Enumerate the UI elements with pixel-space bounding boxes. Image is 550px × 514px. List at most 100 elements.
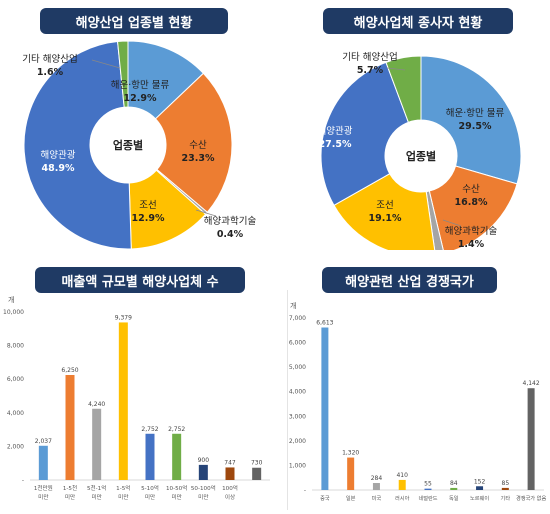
- x-tick-label: 독일: [449, 494, 459, 502]
- bar: [38, 445, 48, 480]
- pie-slice: [428, 165, 518, 250]
- bar: [145, 433, 155, 480]
- bar: [198, 464, 208, 480]
- slice-value-label: 1.4%: [458, 239, 485, 250]
- bar-value-label: 55: [424, 481, 432, 488]
- x-tick-label: 5천-1억: [87, 484, 106, 492]
- y-tick-label: 1,000: [289, 462, 306, 469]
- x-tick-label: 미만: [172, 493, 182, 501]
- bar-value-label: 84: [450, 480, 458, 487]
- bar: [252, 467, 262, 480]
- bar-value-label: 4,240: [88, 401, 105, 408]
- slice-value-label: 0.4%: [217, 229, 244, 240]
- x-tick-label: 미국: [372, 494, 382, 502]
- slice-value-label: 27.5%: [319, 139, 352, 150]
- bar-value-label: 284: [371, 475, 383, 482]
- slice-value-label: 29.5%: [459, 121, 492, 132]
- bar-value-label: 6,613: [316, 320, 333, 327]
- pie-slice: [154, 72, 233, 213]
- donut-hole: [386, 121, 456, 191]
- x-tick-label: 미만: [92, 493, 102, 501]
- leader-line: [195, 209, 217, 217]
- x-tick-label: 경쟁국가 없음: [516, 494, 547, 502]
- bar: [424, 488, 432, 490]
- x-tick-label: 10-50억: [166, 484, 187, 492]
- x-tick-label: 50-100억: [191, 484, 216, 492]
- slice-label: 해양관광: [318, 125, 353, 137]
- center-label: 업종별: [406, 150, 436, 163]
- x-tick-label: 1-5억: [116, 484, 130, 492]
- center-label: 업종별: [113, 139, 143, 152]
- slice-label: 해운·항만 물류: [446, 107, 505, 119]
- chart-title: 해양사업체 종사자 현황: [323, 8, 513, 34]
- bar: [65, 375, 75, 480]
- x-tick-label: 이상: [225, 493, 235, 501]
- slice-label: 조선: [376, 200, 393, 211]
- x-tick-label: 1천만원: [34, 484, 53, 492]
- donut-hole: [91, 108, 165, 182]
- slice-label: 기타 해양산업: [342, 51, 397, 63]
- slice-value-label: 16.8%: [455, 197, 488, 208]
- y-tick-label: 8,000: [7, 343, 24, 350]
- slice-value-label: 12.9%: [132, 213, 165, 224]
- chart-title: 해양산업 업종별 현황: [40, 8, 228, 34]
- x-tick-label: 네덜란드: [418, 494, 437, 502]
- leader-line: [386, 67, 406, 71]
- y-tick-label: -: [304, 487, 306, 494]
- bar-value-label: 747: [224, 459, 236, 466]
- y-tick-label: 10,000: [3, 309, 24, 316]
- chart-title: 매출액 규모별 해양사업체 수: [35, 267, 245, 293]
- pie-slice: [117, 40, 129, 108]
- y-axis-label: 개: [8, 295, 14, 304]
- bar-value-label: 2,752: [141, 426, 158, 433]
- y-axis-label: 개: [290, 301, 296, 310]
- x-tick-label: 노르웨이: [470, 494, 489, 502]
- pie-chart-employees: 업종별 해운·항만 물류 29.5% 수산 16.8% 해양과학기술 1.4% 조선 19.1%…: [318, 51, 522, 250]
- bar-value-label: 85: [502, 480, 510, 487]
- x-tick-label: 5-10억: [141, 484, 159, 492]
- slice-label: 해양과학기술: [204, 215, 257, 227]
- x-tick-label: 중국: [320, 495, 330, 502]
- bar-value-label: 6,250: [61, 367, 78, 374]
- x-tick-label: 1-5천: [63, 484, 77, 492]
- pie-slice: [320, 61, 410, 206]
- y-tick-label: 7,000: [289, 315, 306, 322]
- y-tick-label: 5,000: [289, 364, 306, 371]
- slice-label: 기타 해양산업: [22, 53, 77, 65]
- y-tick-label: 2,000: [7, 443, 24, 450]
- bar: [527, 388, 535, 490]
- bar: [225, 467, 235, 480]
- bar: [92, 408, 102, 480]
- bar: [398, 479, 406, 490]
- slice-label: 해양관광: [41, 149, 76, 161]
- x-tick-label: 미만: [118, 493, 128, 501]
- slice-label: 해운·항만 물류: [111, 79, 170, 91]
- bar-value-label: 900: [198, 457, 210, 464]
- slice-label: 수산: [462, 184, 480, 195]
- x-tick-label: 미만: [145, 493, 155, 501]
- chart-title: 해양관련 산업 경쟁국가: [322, 267, 497, 293]
- x-tick-label: 100억: [222, 484, 238, 492]
- x-tick-label: 기타: [501, 494, 511, 502]
- bar-value-label: 9,379: [115, 314, 132, 321]
- bar: [347, 457, 355, 490]
- bar-value-label: 410: [396, 472, 408, 479]
- pie-chart-industry: 업종별 해운·항만 물류 12.9% 수산 23.3% 해양과학기술 0.4% 조선 12.9%…: [22, 40, 257, 250]
- divider: [287, 290, 288, 510]
- slice-label: 해양과학기술: [445, 225, 498, 237]
- y-tick-label: -: [22, 477, 24, 484]
- leader-line: [442, 219, 462, 227]
- bar: [450, 487, 458, 490]
- x-tick-label: 일본: [346, 494, 356, 502]
- y-tick-label: 3,000: [289, 413, 306, 420]
- slice-value-label: 19.1%: [369, 213, 402, 224]
- bar-chart-competitor-countries: 개 - 1,000 2,000 3,000 4,000 5,000 6,000 7,000 6,6…: [289, 301, 547, 502]
- pie-slice: [385, 55, 422, 123]
- y-tick-label: 4,000: [7, 410, 24, 417]
- bar: [372, 483, 380, 490]
- pie-slice: [420, 55, 522, 185]
- pie-slice: [23, 40, 132, 250]
- x-tick-label: 미만: [198, 493, 208, 501]
- y-tick-label: 6,000: [289, 340, 306, 347]
- y-tick-label: 4,000: [289, 389, 306, 396]
